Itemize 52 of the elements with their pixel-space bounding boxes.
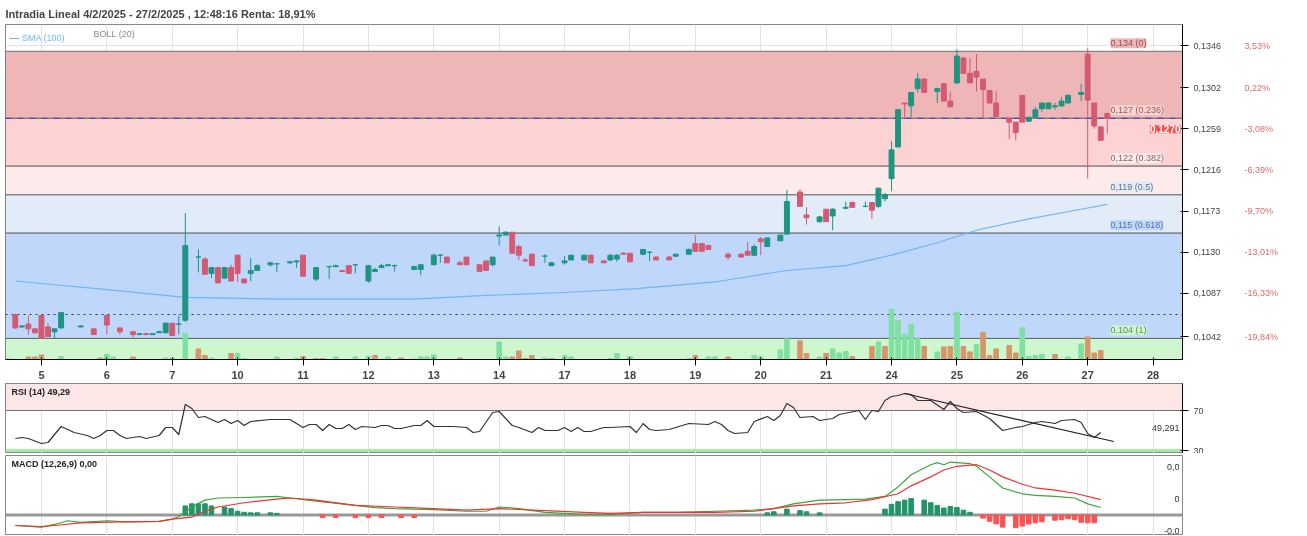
x-tick-label: 6 xyxy=(103,368,110,381)
x-tick-label: 25 xyxy=(950,368,964,381)
text: -19,84% xyxy=(1244,331,1279,342)
y-tick-label: 0,1302 xyxy=(1193,82,1222,93)
x-tick-label: 20 xyxy=(754,368,767,381)
legend-label: SMA (100) xyxy=(22,33,65,43)
y-tick-label: 0,1087 xyxy=(1193,288,1222,299)
y-tick-label: 0,1346 xyxy=(1193,40,1222,51)
band-label: 0,115 (0.618) xyxy=(1110,220,1164,231)
chart-title: MACD (12,26,9) 0,00 xyxy=(11,458,98,469)
band-label: 0,134 (0) xyxy=(1110,38,1147,49)
x-tick-label: 26 xyxy=(1016,368,1029,381)
ref-line-label: 0,1270 xyxy=(1149,124,1181,136)
annotation: -0,0 xyxy=(1163,526,1180,536)
annotation: BOLL (20) xyxy=(93,28,135,39)
text: -6,39% xyxy=(1244,164,1274,175)
band-label: 0,119 (0.5) xyxy=(1110,181,1154,192)
annotation: 0 xyxy=(1174,494,1180,505)
x-tick-label: 18 xyxy=(623,368,637,381)
text: 3,53% xyxy=(1244,40,1271,51)
band-label: 0,122 (0.382) xyxy=(1110,153,1165,164)
x-tick-label: 14 xyxy=(493,368,507,381)
x-tick-label: 5 xyxy=(38,368,45,381)
chart-title: RSI (14) 49,29 xyxy=(11,386,71,397)
x-tick-label: 13 xyxy=(427,368,440,381)
y-tick-label: 30 xyxy=(1193,445,1204,456)
x-tick-label: 17 xyxy=(558,368,571,381)
annotation: 0,0 xyxy=(1166,462,1180,473)
annotation: 49,291 xyxy=(1151,422,1180,433)
x-tick-label: 27 xyxy=(1081,368,1094,381)
text: 0,22% xyxy=(1244,82,1271,93)
text: -3,08% xyxy=(1244,123,1274,134)
x-tick-label: 24 xyxy=(885,368,899,381)
y-tick-label: 0,1173 xyxy=(1193,206,1221,217)
x-tick-label: 28 xyxy=(1146,368,1160,381)
x-tick-label: 7 xyxy=(169,368,176,381)
y-tick-label: 0,1216 xyxy=(1193,164,1222,175)
y-tick-label: 0,1259 xyxy=(1193,123,1222,134)
text: -13,01% xyxy=(1244,247,1279,258)
x-tick-label: 21 xyxy=(820,368,833,381)
text: -16,33% xyxy=(1244,288,1279,299)
chart-title: Intradia Lineal 4/2/2025 - 27/2/2025 , 12:48:16 Renta: 18,91% xyxy=(5,7,316,20)
x-tick-label: 10 xyxy=(231,368,244,381)
x-tick-label: 19 xyxy=(689,368,702,381)
band-label: 0,104 (1) xyxy=(1110,325,1147,336)
band-label: 0,127 (0.236) xyxy=(1110,105,1165,116)
text: -9,70% xyxy=(1244,206,1274,217)
y-tick-label: 0,1042 xyxy=(1193,331,1222,342)
y-tick-label: 0,1130 xyxy=(1193,247,1221,258)
x-tick-label: 11 xyxy=(297,368,309,381)
x-tick-label: 12 xyxy=(362,368,375,381)
y-tick-label: 70 xyxy=(1193,405,1204,416)
